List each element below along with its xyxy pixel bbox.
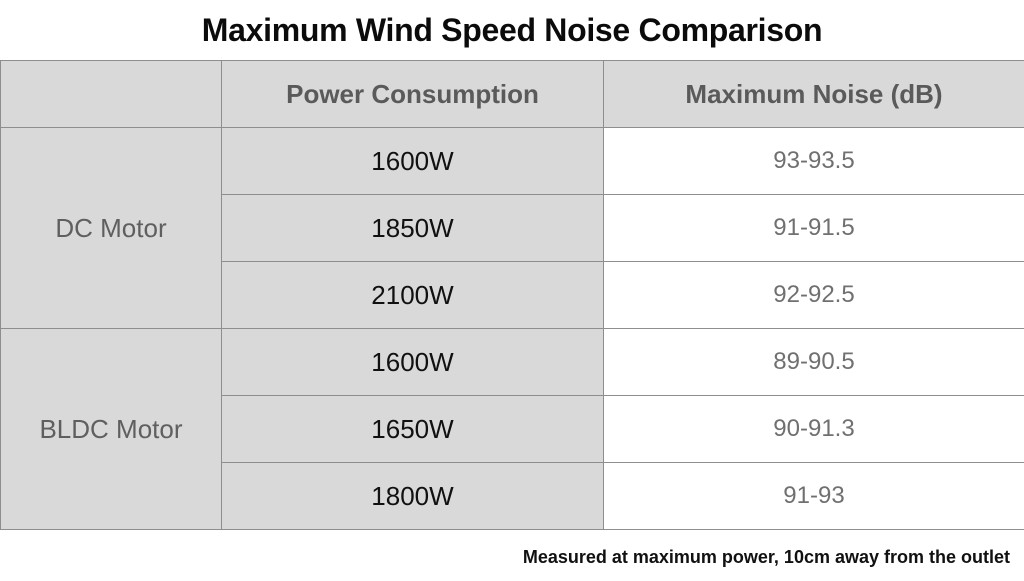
header-row: Power Consumption Maximum Noise (dB) xyxy=(0,60,1024,128)
power-cell: 1650W xyxy=(221,395,604,463)
footnote: Measured at maximum power, 10cm away fro… xyxy=(522,547,1010,567)
noise-cell: 91-93 xyxy=(603,462,1024,530)
noise-cell: 92-92.5 xyxy=(603,261,1024,329)
noise-cell: 90-91.3 xyxy=(603,395,1024,463)
table-row: BLDC Motor 1600W 89-90.5 xyxy=(0,328,1024,530)
power-cell: 2100W xyxy=(221,261,604,329)
header-cell-power: Power Consumption xyxy=(221,60,604,128)
chart-title: Maximum Wind Speed Noise Comparison xyxy=(201,12,823,48)
noise-comparison-table: Power Consumption Maximum Noise (dB) DC … xyxy=(0,60,1024,530)
motor-type-cell: BLDC Motor xyxy=(0,328,222,530)
table-row: 1850W 91-91.5 xyxy=(1,194,1024,262)
noise-cell: 89-90.5 xyxy=(603,328,1024,396)
header-cell-empty xyxy=(0,60,222,128)
power-cell: 1600W xyxy=(221,127,604,195)
power-cell: 1800W xyxy=(221,462,604,530)
noise-cell: 93-93.5 xyxy=(603,127,1024,195)
table-row: 1650W 90-91.3 xyxy=(1,395,1024,463)
header-cell-noise: Maximum Noise (dB) xyxy=(603,60,1024,128)
table-row: DC Motor 1600W 93-93.5 xyxy=(0,127,1024,329)
power-cell: 1600W xyxy=(221,328,604,396)
table-row: 1800W 91-93 xyxy=(1,462,1024,530)
noise-cell: 91-91.5 xyxy=(603,194,1024,262)
table-row: 2100W 92-92.5 xyxy=(1,261,1024,329)
motor-type-cell: DC Motor xyxy=(0,127,222,329)
power-cell: 1850W xyxy=(221,194,604,262)
